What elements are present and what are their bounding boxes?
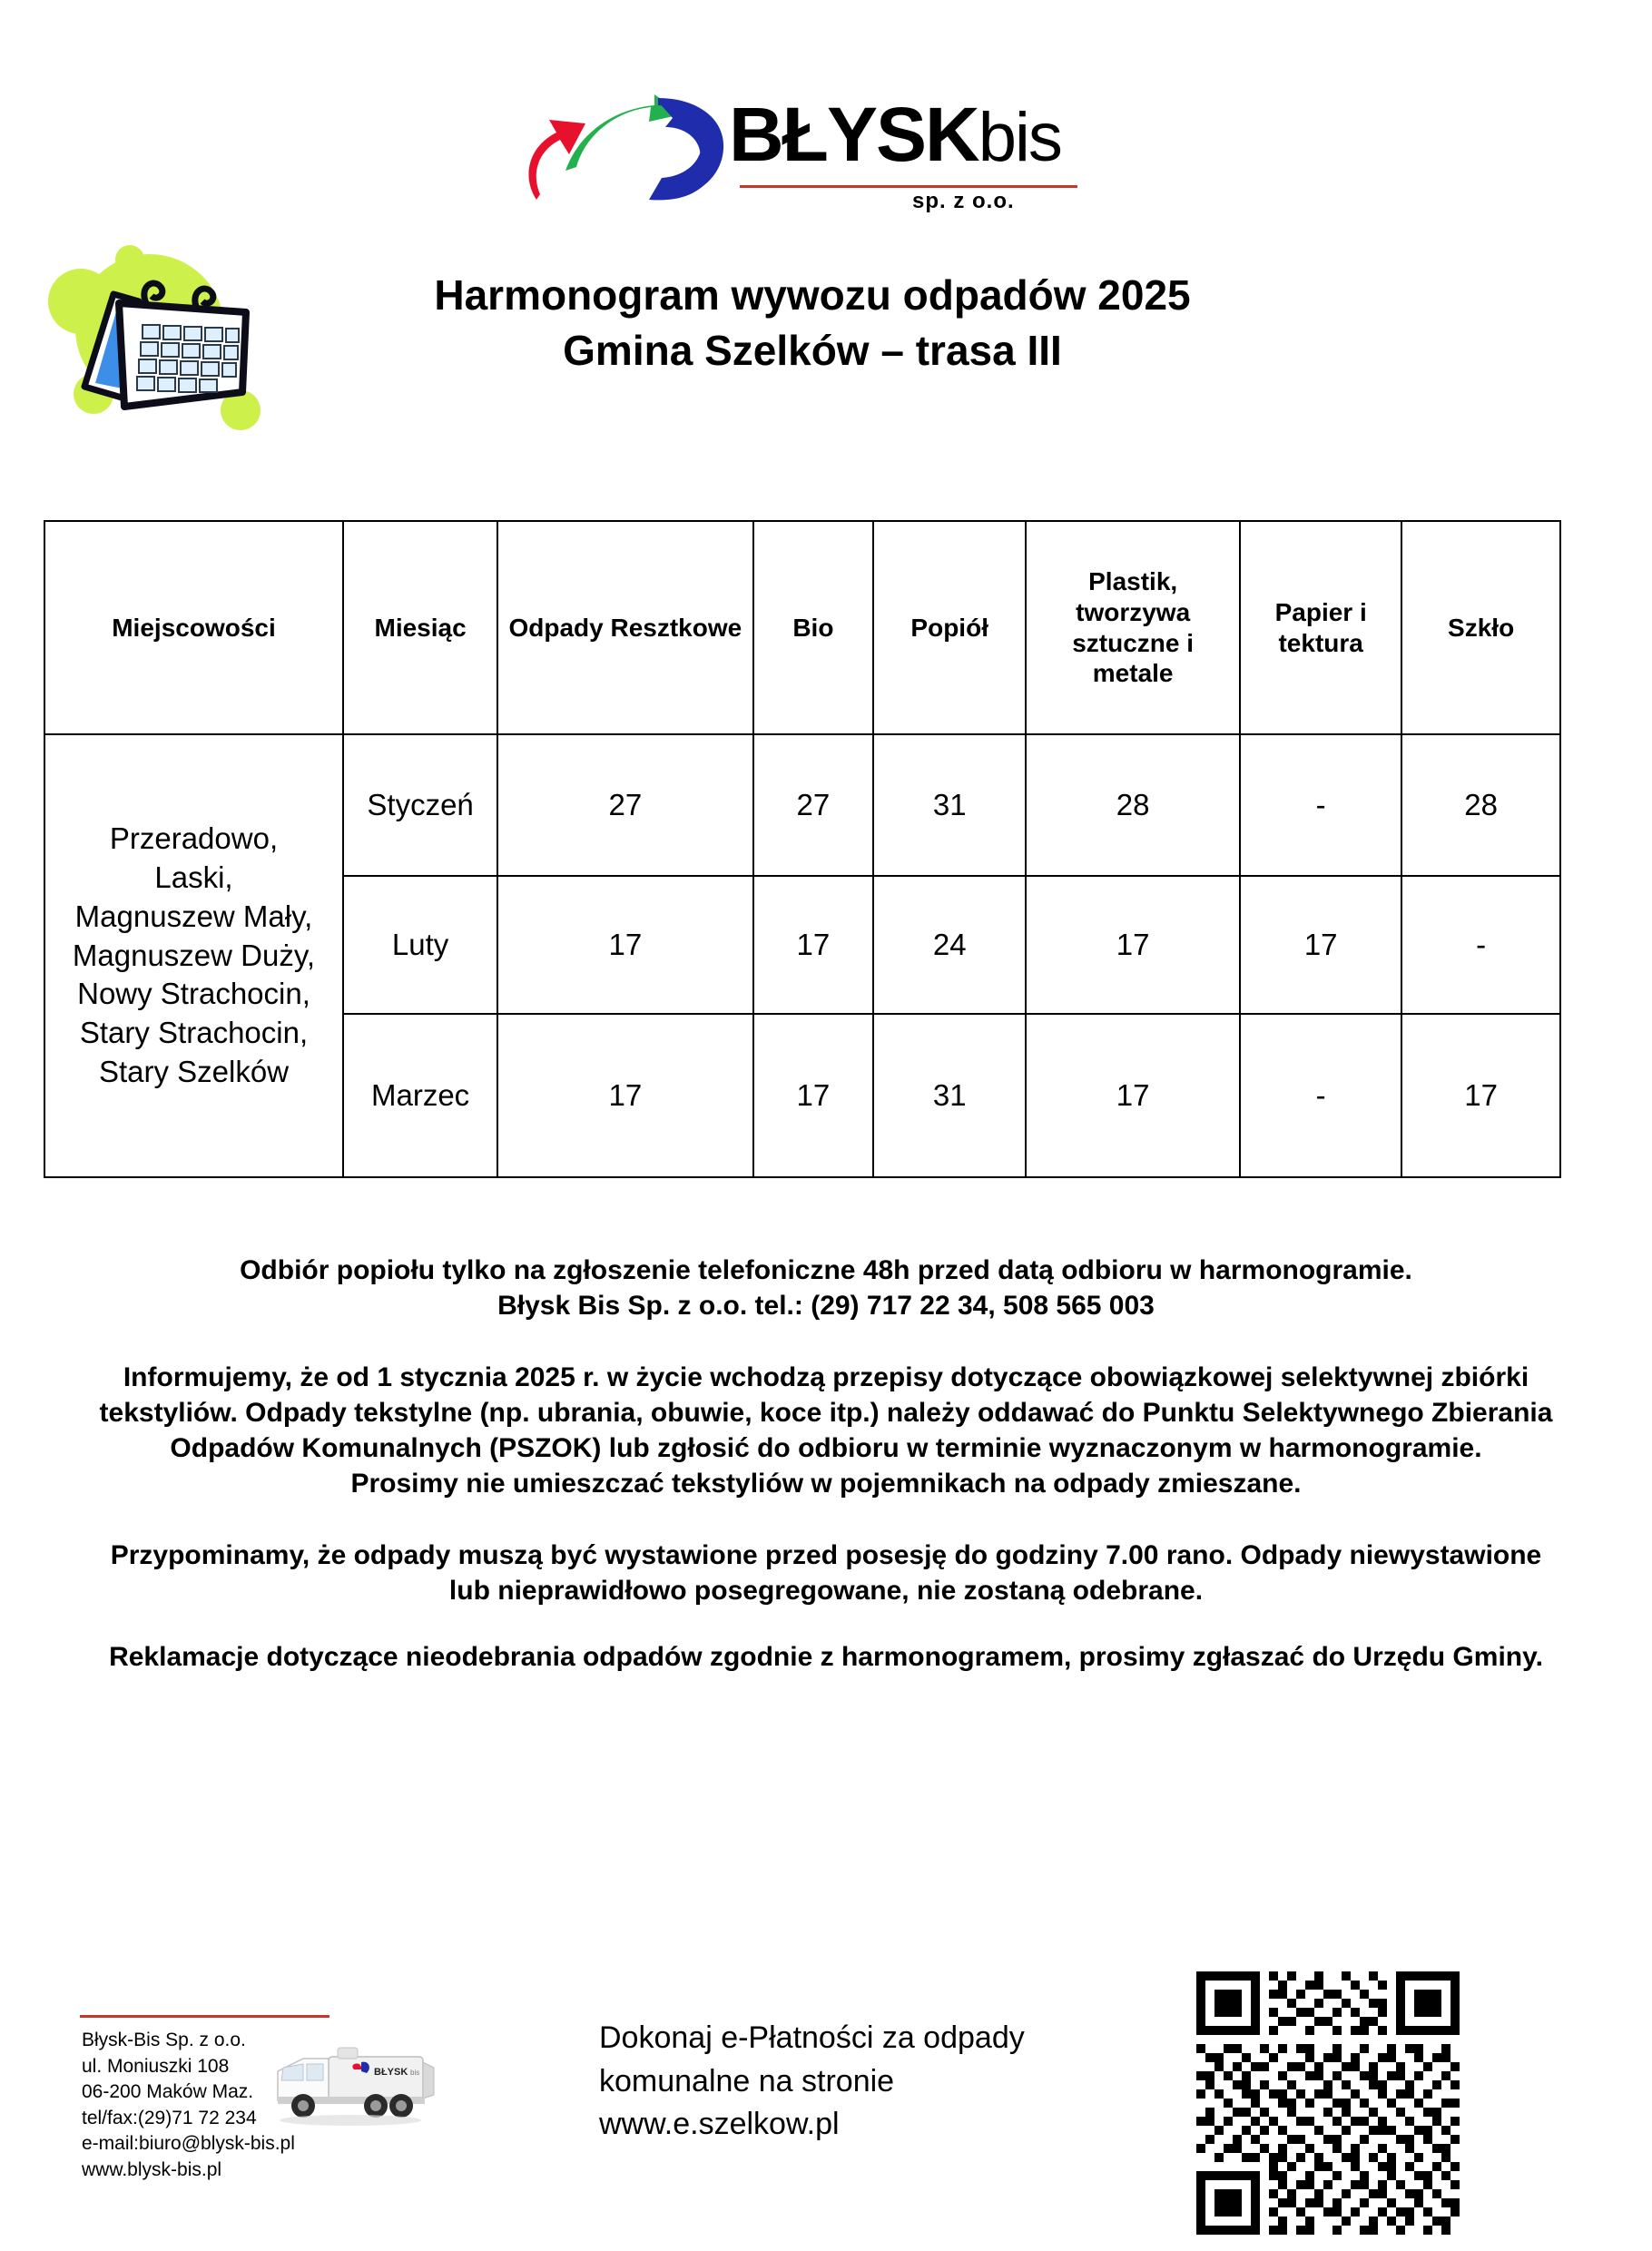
logo-brand-suffix: bis xyxy=(978,99,1063,176)
cell-ash: 31 xyxy=(872,1013,1028,1178)
title-line-1: Harmonogram wywozu odpadów 2025 xyxy=(434,271,1191,319)
cell-month: Styczeń xyxy=(341,733,499,877)
garbage-truck-icon: BŁYSK bis xyxy=(277,2047,435,2126)
notice-reminder: Przypominamy, że odpady muszą być wystaw… xyxy=(110,1540,1542,1606)
notices-section: Odbiór popiołu tylko na zgłoszenie telef… xyxy=(54,1253,1598,1675)
cell-ash: 31 xyxy=(872,733,1028,877)
table-header-row: Miejscowości Miesiąc Odpady Resztkowe Bi… xyxy=(44,520,1561,735)
cell-residual: 17 xyxy=(497,875,754,1015)
cell-glass: 17 xyxy=(1401,1013,1561,1178)
cell-bio: 17 xyxy=(752,875,875,1015)
notice-textiles: Informujemy, że od 1 stycznia 2025 r. w … xyxy=(99,1362,1553,1463)
svg-text:bis: bis xyxy=(410,2069,419,2077)
qr-code[interactable] xyxy=(1196,1971,1460,2235)
footer-company-card: Błysk-Bis Sp. z o.o. ul. Moniuszki 108 0… xyxy=(62,1990,479,2180)
cell-glass: 28 xyxy=(1401,733,1561,877)
header-ash: Popiół xyxy=(872,520,1028,735)
notice-contact-line: Błysk Bis Sp. z o.o. tel.: (29) 717 22 3… xyxy=(497,1291,1155,1321)
epayment-text: Dokonaj e-Płatności za odpady komunalne … xyxy=(599,2020,1025,2142)
cell-paper: - xyxy=(1239,733,1403,877)
header-month: Miesiąc xyxy=(341,520,499,735)
cell-glass: - xyxy=(1401,875,1561,1015)
page-title: Harmonogram wywozu odpadów 2025 Gmina Sz… xyxy=(300,268,1325,378)
table-row: Luty 17 17 24 17 17 - xyxy=(44,875,1561,1015)
notice-textiles-note: Prosimy nie umieszczać tekstyliów w poje… xyxy=(350,1469,1302,1499)
footer-company-details: Błysk-Bis Sp. z o.o. ul. Moniuszki 108 0… xyxy=(82,2030,295,2180)
header-glass: Szkło xyxy=(1401,520,1561,735)
notice-ash-pickup: Odbiór popiołu tylko na zgłoszenie telef… xyxy=(240,1255,1412,1285)
cell-plastic: 17 xyxy=(1025,1013,1242,1178)
table-row: Marzec 17 17 31 17 - 17 xyxy=(44,1013,1561,1178)
header-plastic-metal: Plastik, tworzywa sztuczne i metale xyxy=(1025,520,1242,735)
logo-brand-main: BŁYSK xyxy=(729,92,980,177)
cell-paper: - xyxy=(1239,1013,1403,1178)
cell-month: Marzec xyxy=(341,1013,499,1178)
header-residual-waste: Odpady Resztkowe xyxy=(497,520,754,735)
schedule-table: Miejscowości Miesiąc Odpady Resztkowe Bi… xyxy=(44,520,1561,1178)
logo-wordmark: BŁYSKbis xyxy=(729,96,1063,172)
cell-localities: Przeradowo, Laski, Magnuszew Mały, Magnu… xyxy=(44,733,344,1178)
cell-plastic: 17 xyxy=(1025,875,1242,1015)
calendar-icon xyxy=(48,245,261,430)
svg-text:BŁYSK: BŁYSK xyxy=(374,2067,408,2078)
table-row: Przeradowo, Laski, Magnuszew Mały, Magnu… xyxy=(44,733,1561,1178)
company-logo: BŁYSKbis sp. z o.o. xyxy=(522,80,1085,221)
cell-paper: 17 xyxy=(1239,875,1403,1015)
cell-residual: 27 xyxy=(497,733,754,877)
cell-bio: 27 xyxy=(752,733,875,877)
cell-ash: 24 xyxy=(872,875,1028,1015)
title-line-2: Gmina Szelków – trasa III xyxy=(563,327,1062,375)
notice-complaints: Reklamacje dotyczące nieodebrania odpadó… xyxy=(109,1642,1543,1672)
cell-bio: 17 xyxy=(752,1013,875,1178)
cell-plastic: 28 xyxy=(1025,733,1242,877)
header-paper-cardboard: Papier i tektura xyxy=(1239,520,1403,735)
logo-legal-form: sp. z o.o. xyxy=(912,189,1015,213)
logo-divider xyxy=(740,185,1077,188)
header-bio: Bio xyxy=(752,520,875,735)
footer-divider xyxy=(80,2015,329,2018)
header-localities: Miejscowości xyxy=(44,520,344,735)
recycling-arrows-icon xyxy=(528,94,724,201)
cell-month: Luty xyxy=(341,875,499,1015)
cell-residual: 17 xyxy=(497,1013,754,1178)
